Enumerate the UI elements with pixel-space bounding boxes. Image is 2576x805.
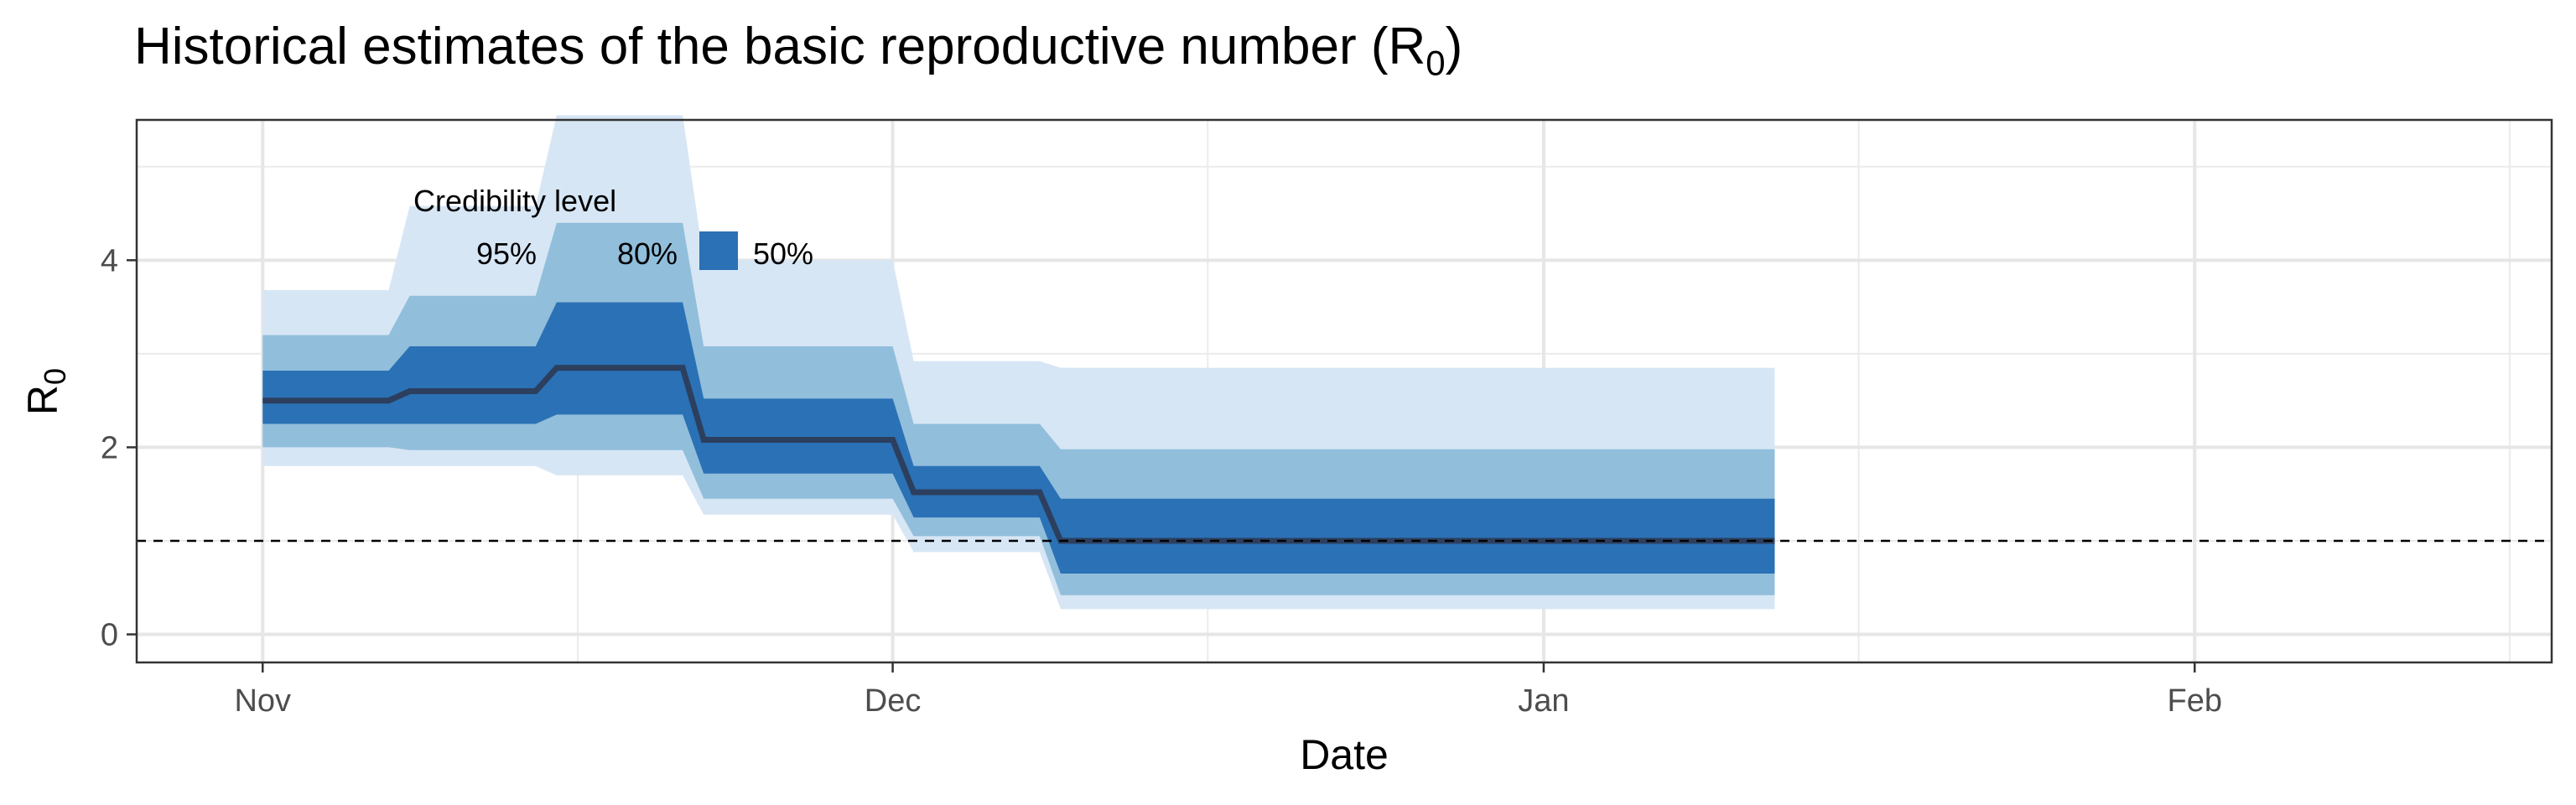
chart-title-end: ) bbox=[1445, 18, 1463, 75]
median-line bbox=[262, 365, 1775, 544]
chart-title-subscript: 0 bbox=[1426, 43, 1446, 83]
legend-items: 95% 80% 50% bbox=[476, 231, 813, 271]
legend-title: Credibility level bbox=[413, 184, 616, 218]
legend-label-95: 95% bbox=[476, 236, 537, 271]
legend: Credibility level 95% 80% 50% bbox=[413, 184, 813, 271]
x-tick-label-3: Feb bbox=[2168, 683, 2222, 719]
x-axis-title: Date bbox=[1300, 731, 1389, 778]
plot-panel-border bbox=[135, 118, 2553, 664]
y-tick-label-2: 4 bbox=[101, 243, 118, 278]
y-axis-title-subscript: 0 bbox=[38, 368, 72, 385]
y-tick-label-0: 0 bbox=[101, 618, 118, 653]
y-axis-title-main: R bbox=[19, 385, 66, 415]
legend-key-50 bbox=[699, 231, 738, 270]
x-tick-label-0: Nov bbox=[234, 683, 291, 719]
y-axis: 0 2 4 bbox=[101, 243, 137, 653]
legend-label-50: 50% bbox=[753, 236, 813, 271]
legend-key-80 bbox=[557, 231, 595, 270]
chart-title-main: Historical estimates of the basic reprod… bbox=[134, 18, 1426, 75]
y-axis-title: R0 bbox=[19, 368, 72, 415]
chart-title: Historical estimates of the basic reprod… bbox=[134, 17, 1462, 83]
legend-label-80: 80% bbox=[617, 236, 678, 271]
x-tick-label-2: Jan bbox=[1518, 683, 1569, 719]
y-tick-label-1: 2 bbox=[101, 430, 118, 465]
x-axis: Nov Dec Jan Feb bbox=[234, 662, 2222, 719]
x-tick-label-1: Dec bbox=[865, 683, 922, 719]
